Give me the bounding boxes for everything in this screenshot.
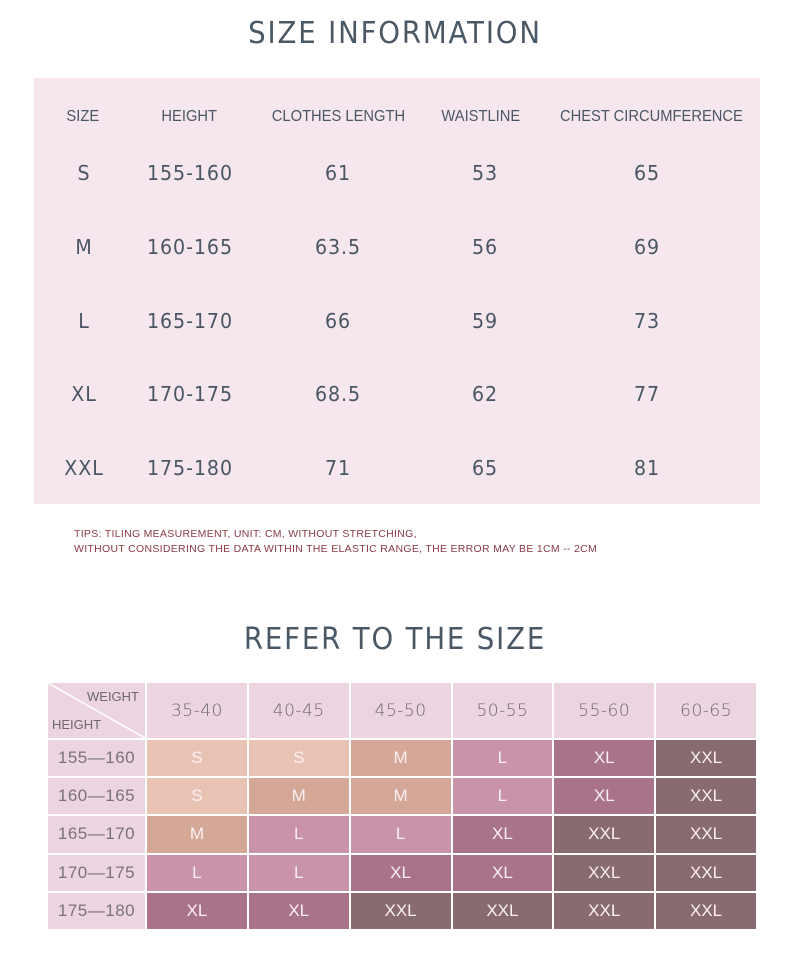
- size-recommendation-cell: XL: [554, 740, 655, 777]
- size-recommendation-cell: XXL: [656, 892, 756, 929]
- size-recommendation-cell: XL: [350, 854, 451, 891]
- weight-column-header: 40-45: [248, 683, 349, 738]
- size-cell-length: 66: [324, 308, 352, 333]
- size-recommendation-cell: S: [147, 740, 247, 777]
- height-row-header: 155—160: [48, 740, 145, 777]
- size-cell-waist: 59: [471, 308, 499, 333]
- size-recommendation-cell: S: [248, 740, 349, 777]
- size-recommendation-cell: M: [350, 740, 451, 777]
- header-waistline: WAISTLINE: [441, 108, 521, 125]
- size-cell-length: 63.5: [314, 234, 362, 259]
- size-recommendation-cell: L: [452, 778, 553, 815]
- size-cell-size: S: [77, 161, 91, 185]
- size-recommendation-cell: XL: [452, 854, 553, 891]
- size-cell-chest: 73: [633, 308, 661, 333]
- size-cell-size: L: [78, 308, 90, 333]
- weight-height-size-chart: WEIGHT HEIGHT 35-40 40-45 45-50 50-55 55-60 6…: [48, 683, 756, 929]
- diagonal-divider-icon: [48, 683, 145, 738]
- size-information-table: SIZE HEIGHT CLOTHES LENGTH WAISTLINE CHE…: [34, 78, 760, 504]
- size-recommendation-cell: XXL: [656, 854, 756, 891]
- size-cell-height: 155-160: [146, 161, 234, 185]
- height-row-header: 175—180: [48, 892, 145, 929]
- size-cell-waist: 56: [471, 234, 499, 259]
- tips-line-1: TIPS: TILING MEASUREMENT, UNIT: CM, WITH…: [74, 528, 417, 540]
- size-cell-length: 61: [324, 161, 352, 185]
- height-row-header: 165—170: [48, 816, 145, 853]
- size-recommendation-cell: L: [248, 816, 349, 853]
- size-cell-height: 175-180: [146, 456, 234, 481]
- weight-column-header: 60-65: [656, 683, 756, 738]
- size-recommendation-cell: XL: [452, 816, 553, 853]
- size-recommendation-cell: XXL: [656, 778, 756, 815]
- size-recommendation-cell: XL: [554, 778, 655, 815]
- size-recommendation-cell: XXL: [554, 892, 655, 929]
- size-recommendation-cell: L: [350, 816, 451, 853]
- size-recommendation-cell: XXL: [554, 854, 655, 891]
- refer-to-size-title: REFER TO THE SIZE: [243, 622, 547, 657]
- size-information-title: SIZE INFORMATION: [248, 16, 542, 51]
- size-cell-chest: 77: [633, 382, 661, 407]
- header-height: HEIGHT: [161, 108, 218, 125]
- size-recommendation-cell: XL: [147, 892, 247, 929]
- size-cell-size: M: [75, 234, 93, 259]
- header-size: SIZE: [66, 108, 100, 125]
- size-recommendation-cell: XXL: [350, 892, 451, 929]
- measurement-tips: TIPS: TILING MEASUREMENT, UNIT: CM, WITH…: [74, 527, 597, 557]
- size-cell-size: XXL: [64, 456, 104, 481]
- size-recommendation-cell: XXL: [554, 816, 655, 853]
- weight-column-header: 35-40: [147, 683, 247, 738]
- size-recommendation-cell: L: [248, 854, 349, 891]
- size-cell-chest: 81: [633, 456, 661, 481]
- header-chest-circumference: CHEST CIRCUMFERENCE: [559, 108, 743, 125]
- size-recommendation-cell: M: [248, 778, 349, 815]
- size-cell-height: 160-165: [146, 234, 234, 259]
- corner-header: WEIGHT HEIGHT: [48, 683, 145, 738]
- size-cell-size: XL: [71, 382, 97, 407]
- height-axis-label: HEIGHT: [52, 717, 102, 732]
- height-row-header: 160—165: [48, 778, 145, 815]
- size-recommendation-cell: L: [452, 740, 553, 777]
- size-recommendation-cell: XXL: [656, 740, 756, 777]
- size-recommendation-cell: XXL: [452, 892, 553, 929]
- size-recommendation-cell: M: [147, 816, 247, 853]
- tips-line-2: WITHOUT CONSIDERING THE DATA WITHIN THE …: [74, 543, 598, 555]
- header-clothes-length: CLOTHES LENGTH: [271, 108, 406, 125]
- size-recommendation-cell: XL: [248, 892, 349, 929]
- size-cell-waist: 53: [471, 161, 499, 185]
- weight-column-header: 45-50: [350, 683, 451, 738]
- weight-column-header: 55-60: [554, 683, 655, 738]
- size-recommendation-cell: S: [147, 778, 247, 815]
- height-row-header: 170—175: [48, 854, 145, 891]
- size-cell-waist: 65: [471, 456, 499, 481]
- size-cell-length: 71: [324, 456, 352, 481]
- weight-axis-label: WEIGHT: [87, 689, 139, 704]
- size-cell-length: 68.5: [314, 382, 362, 407]
- size-recommendation-cell: L: [147, 854, 247, 891]
- weight-column-header: 50-55: [452, 683, 553, 738]
- size-cell-height: 165-170: [146, 308, 234, 333]
- size-cell-height: 170-175: [146, 382, 234, 407]
- size-cell-chest: 69: [633, 234, 661, 259]
- size-cell-waist: 62: [471, 382, 499, 407]
- size-recommendation-cell: M: [350, 778, 451, 815]
- size-recommendation-cell: XXL: [656, 816, 756, 853]
- size-cell-chest: 65: [633, 161, 661, 185]
